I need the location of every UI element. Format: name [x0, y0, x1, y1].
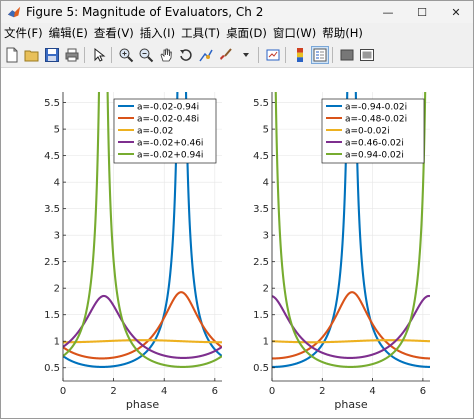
x-tick-label: 0	[60, 386, 66, 397]
menu-bar: 文件(F) 编辑(E) 查看(V) 插入(I) 工具(T) 桌面(D) 窗口(W…	[1, 24, 473, 42]
legend-entry: a=-0.02-0.94i	[137, 102, 199, 112]
open-file-icon[interactable]	[23, 46, 41, 64]
colorbar-icon[interactable]	[291, 46, 309, 64]
y-tick-label: 0.5	[253, 363, 269, 374]
x-tick-label: 6	[420, 386, 426, 397]
axes-2: 0.5 1 1.5 2 2.5 3 3.5 4 4.5 5 5.5 0 2 4 6 phase a=-0.94-…	[253, 92, 430, 411]
menu-view[interactable]: 查看(V)	[93, 26, 134, 40]
hide-plot-tools-icon[interactable]	[338, 46, 356, 64]
toolbar-separator	[285, 47, 286, 63]
y-tick-label: 2	[54, 284, 60, 295]
toolbar-separator	[111, 47, 112, 63]
y-tick-label: 4.5	[253, 151, 269, 162]
menu-help[interactable]: 帮助(H)	[322, 26, 363, 40]
x-axis-label: phase	[126, 398, 159, 411]
legend-entry: a=-0.02+0.94i	[137, 150, 203, 160]
y-tick-label: 5	[263, 125, 269, 136]
x-tick-label: 2	[319, 386, 325, 397]
menu-edit[interactable]: 编辑(E)	[48, 26, 88, 40]
brush-icon[interactable]	[217, 46, 235, 64]
zoom-out-icon[interactable]	[137, 46, 155, 64]
menu-desktop[interactable]: 桌面(D)	[226, 26, 267, 40]
plots-canvas: 0.5 1 1.5 2 2.5 3 3.5 4 4.5 5 5.5 0 2 4 6 phase a=-0.02-…	[44, 92, 430, 411]
save-icon[interactable]	[43, 46, 61, 64]
data-cursor-icon[interactable]	[197, 46, 215, 64]
legend-entry: a=0.94-0.02i	[345, 150, 404, 160]
series-line-2	[272, 291, 430, 360]
axes-1: 0.5 1 1.5 2 2.5 3 3.5 4 4.5 5 5.5 0 2 4 6 phase a=-0.02-…	[44, 92, 222, 411]
series-line-1	[272, 92, 430, 368]
figure-canvas: 0.5 1 1.5 2 2.5 3 3.5 4 4.5 5 5.5 0 2 4 6 phase a=-0.02-…	[1, 68, 473, 418]
y-tick-label: 3	[54, 231, 60, 242]
legend-entry: a=-0.48-0.02i	[345, 114, 407, 124]
show-plot-tools-icon[interactable]	[358, 46, 376, 64]
close-button[interactable]: ✕	[451, 5, 461, 19]
series-line-3	[63, 339, 222, 344]
legend-icon[interactable]	[311, 46, 329, 64]
y-tick-label: 5.5	[253, 98, 269, 109]
series-line-4	[63, 294, 222, 359]
maximize-button[interactable]: ☐	[417, 5, 427, 19]
pan-icon[interactable]	[157, 46, 175, 64]
menu-file[interactable]: 文件(F)	[4, 26, 43, 40]
edit-plot-icon[interactable]	[90, 46, 108, 64]
toolbar-separator	[258, 47, 259, 63]
menu-window[interactable]: 窗口(W)	[272, 26, 317, 40]
y-tick-label: 2.5	[44, 257, 60, 268]
legend: a=-0.94-0.02i a=-0.48-0.02i a=0-0.02i a=0.4…	[321, 98, 425, 164]
y-tick-label: 3.5	[44, 204, 60, 215]
y-tick-label: 5	[54, 125, 60, 136]
series-line-4	[272, 294, 430, 359]
toolbar-separator	[84, 47, 85, 63]
y-tick-label: 1.5	[44, 310, 60, 321]
y-tick-label: 1	[54, 337, 60, 348]
legend-entry: a=0.46-0.02i	[345, 138, 404, 148]
matlab-logo-icon	[7, 6, 21, 18]
legend: a=-0.02-0.94i a=-0.02-0.48i a=-0.02 a=-0.02…	[113, 98, 217, 164]
new-figure-icon[interactable]	[3, 46, 21, 64]
link-plot-icon[interactable]	[264, 46, 282, 64]
series-line-3	[272, 339, 430, 344]
menu-tools[interactable]: 工具(T)	[181, 26, 221, 40]
series-group	[63, 92, 222, 368]
y-tick-label: 4.5	[44, 151, 60, 162]
rotate-icon[interactable]	[177, 46, 195, 64]
legend-entry: a=0-0.02i	[345, 126, 390, 136]
y-tick-label: 2.5	[253, 257, 269, 268]
y-tick-label: 3	[263, 231, 269, 242]
x-tick-label: 6	[212, 386, 218, 397]
series-line-5	[63, 92, 222, 368]
menu-insert[interactable]: 插入(I)	[139, 26, 176, 40]
legend-entry: a=-0.02+0.46i	[137, 138, 203, 148]
y-tick-label: 1.5	[253, 310, 269, 321]
series-group	[272, 92, 430, 368]
minimize-button[interactable]: —	[382, 5, 394, 19]
brush-dropdown-icon[interactable]	[237, 46, 255, 64]
x-axis-label: phase	[334, 398, 367, 411]
x-tick-label: 0	[269, 386, 275, 397]
window-title: Figure 5: Magnitude of Evaluators, Ch 2	[26, 5, 264, 19]
y-tick-label: 4	[54, 178, 60, 189]
legend-entry: a=-0.94-0.02i	[345, 102, 407, 112]
series-line-5	[274, 92, 427, 368]
x-tick-label: 4	[369, 386, 375, 397]
legend-entry: a=-0.02-0.48i	[137, 114, 199, 124]
series-line-2	[63, 291, 222, 360]
zoom-in-icon[interactable]	[117, 46, 135, 64]
toolbar-separator	[332, 47, 333, 63]
figure-toolbar	[1, 43, 473, 68]
x-tick-label: 2	[110, 386, 116, 397]
y-tick-label: 0.5	[44, 363, 60, 374]
y-tick-label: 4	[263, 178, 269, 189]
x-tick-label: 4	[161, 386, 167, 397]
y-tick-label: 1	[263, 337, 269, 348]
legend-entry: a=-0.02	[137, 126, 173, 136]
y-tick-label: 3.5	[253, 204, 269, 215]
print-icon[interactable]	[63, 46, 81, 64]
y-tick-label: 2	[263, 284, 269, 295]
y-tick-label: 5.5	[44, 98, 60, 109]
title-bar[interactable]: Figure 5: Magnitude of Evaluators, Ch 2 …	[1, 1, 473, 23]
